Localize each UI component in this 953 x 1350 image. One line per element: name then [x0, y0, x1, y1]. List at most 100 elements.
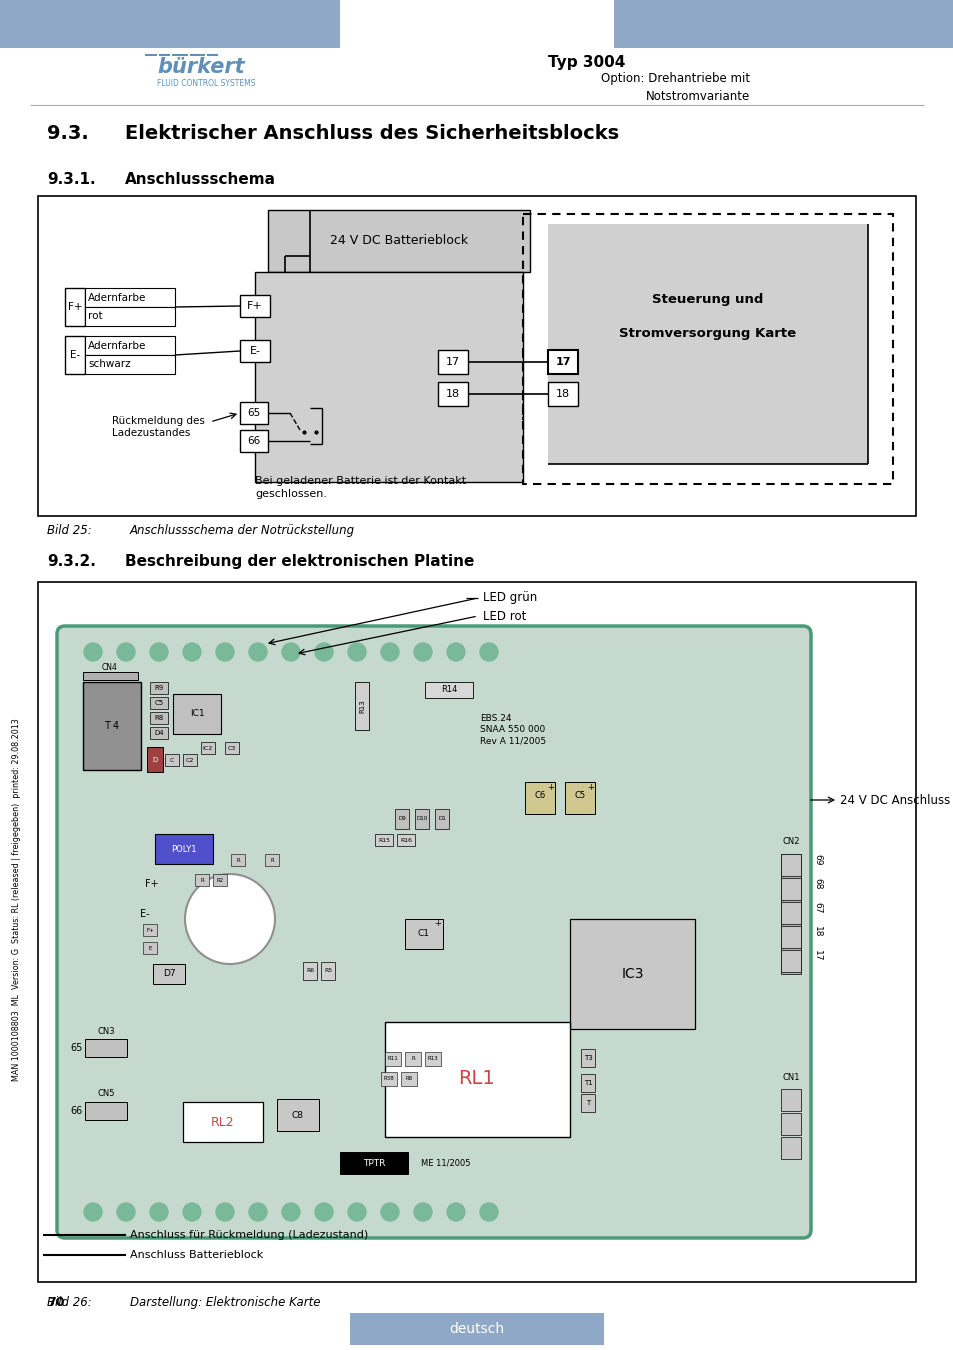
Bar — [437, 350, 468, 374]
Bar — [38, 582, 915, 1282]
Bar — [194, 873, 209, 886]
Text: E-: E- — [70, 350, 80, 360]
Bar — [150, 728, 168, 738]
Bar — [213, 873, 227, 886]
Bar — [781, 855, 801, 973]
Circle shape — [314, 643, 333, 662]
Bar — [201, 743, 214, 755]
Circle shape — [348, 1203, 366, 1220]
Circle shape — [447, 1203, 464, 1220]
Text: E: E — [148, 945, 152, 950]
Text: C5: C5 — [154, 701, 163, 706]
Text: R38: R38 — [383, 1076, 394, 1081]
Circle shape — [150, 1203, 168, 1220]
Bar — [240, 340, 270, 362]
Bar — [564, 782, 595, 814]
Text: F+: F+ — [68, 302, 82, 312]
Bar — [303, 963, 316, 980]
Bar — [65, 288, 85, 325]
Text: T 4: T 4 — [104, 721, 119, 730]
Bar — [355, 682, 369, 730]
Bar — [781, 855, 801, 876]
Text: MAN 1000108803  ML  Version: G  Status: RL (released | freigegeben)  printed: 29: MAN 1000108803 ML Version: G Status: RL … — [12, 718, 22, 1081]
Text: D4: D4 — [154, 730, 164, 736]
Text: R6: R6 — [306, 968, 314, 973]
Bar — [152, 964, 185, 984]
Text: Bild 26:: Bild 26: — [47, 1296, 91, 1310]
Bar — [225, 743, 239, 755]
Circle shape — [414, 643, 432, 662]
Bar — [254, 271, 522, 482]
Bar — [781, 1089, 801, 1111]
Text: Bild 25:: Bild 25: — [47, 524, 91, 537]
Text: 68: 68 — [812, 879, 821, 890]
Text: RL1: RL1 — [458, 1069, 495, 1088]
Bar — [614, 0, 953, 49]
Bar — [276, 1099, 318, 1131]
Circle shape — [348, 643, 366, 662]
Bar — [781, 926, 801, 948]
Bar — [240, 402, 268, 424]
Bar — [781, 1112, 801, 1135]
Text: Darstellung: Elektronische Karte: Darstellung: Elektronische Karte — [130, 1296, 320, 1310]
Text: D1: D1 — [437, 817, 445, 822]
Circle shape — [447, 643, 464, 662]
Text: RL2: RL2 — [211, 1115, 234, 1129]
Text: R8: R8 — [154, 716, 164, 721]
Text: R: R — [270, 857, 274, 863]
Bar — [85, 336, 174, 355]
Bar — [183, 1102, 263, 1142]
Bar — [580, 1049, 595, 1066]
Bar — [154, 834, 213, 864]
Circle shape — [183, 643, 201, 662]
Bar — [65, 336, 85, 374]
Text: Option: Drehantriebe mit
Notstromvariante: Option: Drehantriebe mit Notstromvariant… — [600, 72, 749, 103]
Circle shape — [414, 1203, 432, 1220]
Bar — [405, 919, 442, 949]
Text: T1: T1 — [583, 1080, 592, 1085]
Text: R15: R15 — [377, 837, 390, 842]
Bar — [240, 431, 268, 452]
Text: R13: R13 — [358, 699, 365, 713]
Text: C5: C5 — [574, 791, 585, 801]
Text: ME 11/2005: ME 11/2005 — [420, 1158, 470, 1168]
Text: 67: 67 — [812, 902, 821, 914]
Text: 9.3.1.: 9.3.1. — [47, 171, 95, 188]
Bar — [320, 963, 335, 980]
Text: R11: R11 — [387, 1057, 398, 1061]
Bar — [85, 306, 174, 325]
Text: TPTR: TPTR — [362, 1158, 385, 1168]
Text: 24 V DC Batterieblock: 24 V DC Batterieblock — [330, 235, 468, 247]
Bar — [781, 878, 801, 900]
Text: IC3: IC3 — [621, 967, 643, 981]
Text: 24 V DC Anschluss: 24 V DC Anschluss — [840, 794, 949, 806]
Text: FLUID CONTROL SYSTEMS: FLUID CONTROL SYSTEMS — [157, 80, 255, 88]
Bar — [150, 711, 168, 724]
Text: C2: C2 — [186, 757, 194, 763]
Text: IC2: IC2 — [203, 745, 213, 751]
Bar — [85, 288, 174, 306]
Bar — [83, 672, 138, 680]
Text: T3: T3 — [583, 1054, 592, 1061]
Text: C3: C3 — [228, 745, 236, 751]
Text: Elektrischer Anschluss des Sicherheitsblocks: Elektrischer Anschluss des Sicherheitsbl… — [125, 124, 618, 143]
Circle shape — [314, 1203, 333, 1220]
Text: +: + — [435, 918, 441, 927]
Text: E-: E- — [250, 346, 260, 356]
Text: Beschreibung der elektronischen Platine: Beschreibung der elektronischen Platine — [125, 554, 474, 568]
Text: 17: 17 — [445, 356, 459, 367]
Text: D7: D7 — [163, 969, 175, 979]
Text: rot: rot — [88, 310, 103, 321]
FancyBboxPatch shape — [57, 626, 810, 1238]
Bar — [781, 1137, 801, 1160]
Text: 66: 66 — [70, 1106, 82, 1116]
Circle shape — [282, 1203, 299, 1220]
Text: R14: R14 — [440, 686, 456, 694]
Bar — [165, 755, 179, 765]
Text: 18: 18 — [556, 389, 570, 400]
Bar — [85, 1040, 127, 1057]
Text: C: C — [170, 757, 174, 763]
Circle shape — [215, 1203, 233, 1220]
Circle shape — [479, 1203, 497, 1220]
Bar — [547, 224, 867, 464]
